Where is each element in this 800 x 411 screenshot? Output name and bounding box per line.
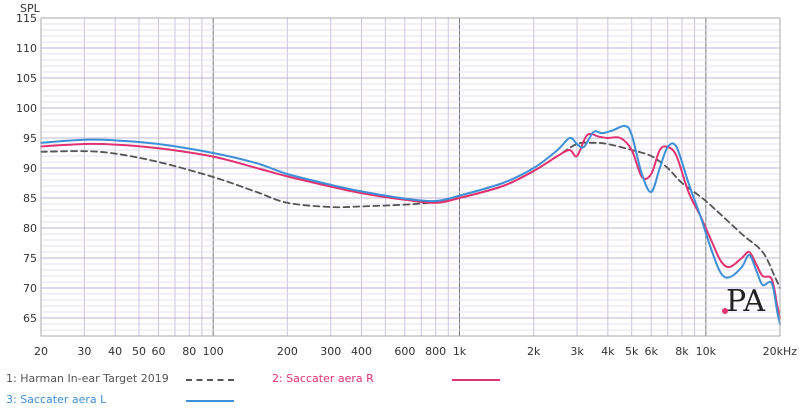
- y-tick-label: 105: [16, 72, 37, 85]
- x-tick-label: 20: [34, 345, 48, 358]
- series-lines: [40, 124, 781, 325]
- pa-logo-icon: PA: [722, 284, 765, 319]
- axes: SPL 65 70 75 80 85 90 95 100 105 110 115 20 30 40 50 60 8…: [16, 2, 797, 358]
- x-tick-label: 6k: [645, 345, 659, 358]
- legend-label-1: 1: Harman In-ear Target 2019: [6, 372, 169, 385]
- series-line-2: [40, 132, 781, 319]
- legend-label-2: 2: Saccater aera R: [272, 372, 374, 385]
- legend-swatch-3: [186, 400, 234, 402]
- x-tick-label: 300: [320, 345, 341, 358]
- x-tick-label: 10k: [696, 345, 717, 358]
- y-tick-label: 95: [23, 132, 37, 145]
- y-tick-label: 85: [23, 192, 37, 205]
- x-tick-label: 4k: [601, 345, 615, 358]
- x-tick-label: 400: [351, 345, 372, 358]
- y-tick-label: 110: [16, 42, 37, 55]
- watermark-dot: [722, 308, 728, 314]
- x-tick-label: 60: [152, 345, 166, 358]
- x-tick-label: 100: [203, 345, 224, 358]
- legend-swatch-2: [452, 379, 500, 381]
- legend-label-3: 3: Saccater aera L: [6, 393, 107, 406]
- x-tick-label: 50: [132, 345, 146, 358]
- y-tick-label: 100: [16, 102, 37, 115]
- x-tick-label: 80: [182, 345, 196, 358]
- x-tick-label: 8k: [675, 345, 689, 358]
- legend-swatch-1: [186, 379, 234, 381]
- x-tick-label: 2k: [527, 345, 541, 358]
- x-tick-label: 600: [394, 345, 415, 358]
- x-tick-label: 40: [108, 345, 122, 358]
- y-tick-label: 80: [23, 222, 37, 235]
- y-tick-label: 90: [23, 162, 37, 175]
- x-tick-label: 800: [425, 345, 446, 358]
- y-tick-label: 75: [23, 252, 37, 265]
- x-tick-label: 20kHz: [763, 345, 798, 358]
- series-line-3: [40, 124, 781, 325]
- plot-frame: [40, 17, 781, 337]
- y-axis-label: SPL: [20, 2, 41, 15]
- x-tick-label: 3k: [570, 345, 584, 358]
- x-tick-label: 30: [77, 345, 91, 358]
- x-tick-label: 200: [277, 345, 298, 358]
- y-tick-label: 65: [23, 312, 37, 325]
- y-tick-label: 70: [23, 282, 37, 295]
- watermark-text: PA: [726, 284, 765, 319]
- y-tick-label: 115: [16, 12, 37, 25]
- x-tick-label: 1k: [453, 345, 467, 358]
- x-tick-label: 5k: [625, 345, 639, 358]
